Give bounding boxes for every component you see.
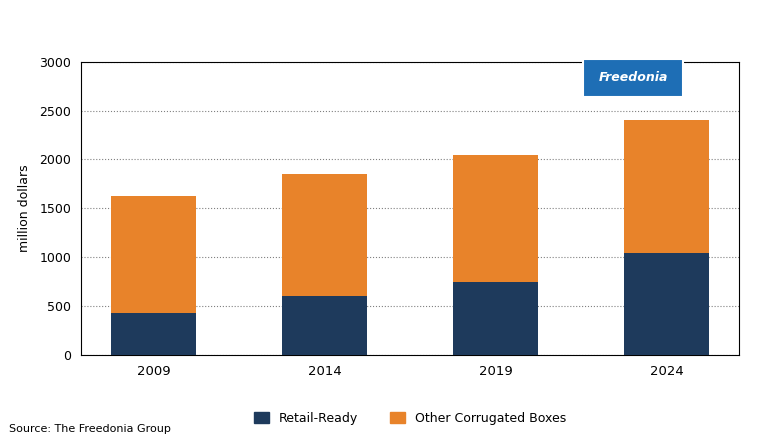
Bar	[111, 196, 196, 313]
Bar	[453, 155, 538, 282]
Legend: Retail-Ready, Other Corrugated Boxes: Retail-Ready, Other Corrugated Boxes	[249, 407, 571, 430]
Bar	[624, 253, 709, 355]
Text: Figure 4-2 | Corrugated Box Demand in Fresh Produce Packaging by Type, 2009 – 20: Figure 4-2 | Corrugated Box Demand in Fr…	[9, 18, 674, 29]
Bar	[282, 296, 367, 355]
Text: Freedonia: Freedonia	[598, 71, 668, 84]
Text: Source: The Freedonia Group: Source: The Freedonia Group	[9, 424, 171, 434]
Bar	[111, 313, 196, 355]
Bar	[624, 120, 709, 253]
FancyBboxPatch shape	[584, 60, 683, 97]
Y-axis label: million dollars: million dollars	[18, 164, 31, 252]
Bar	[282, 174, 367, 296]
Bar	[453, 282, 538, 355]
